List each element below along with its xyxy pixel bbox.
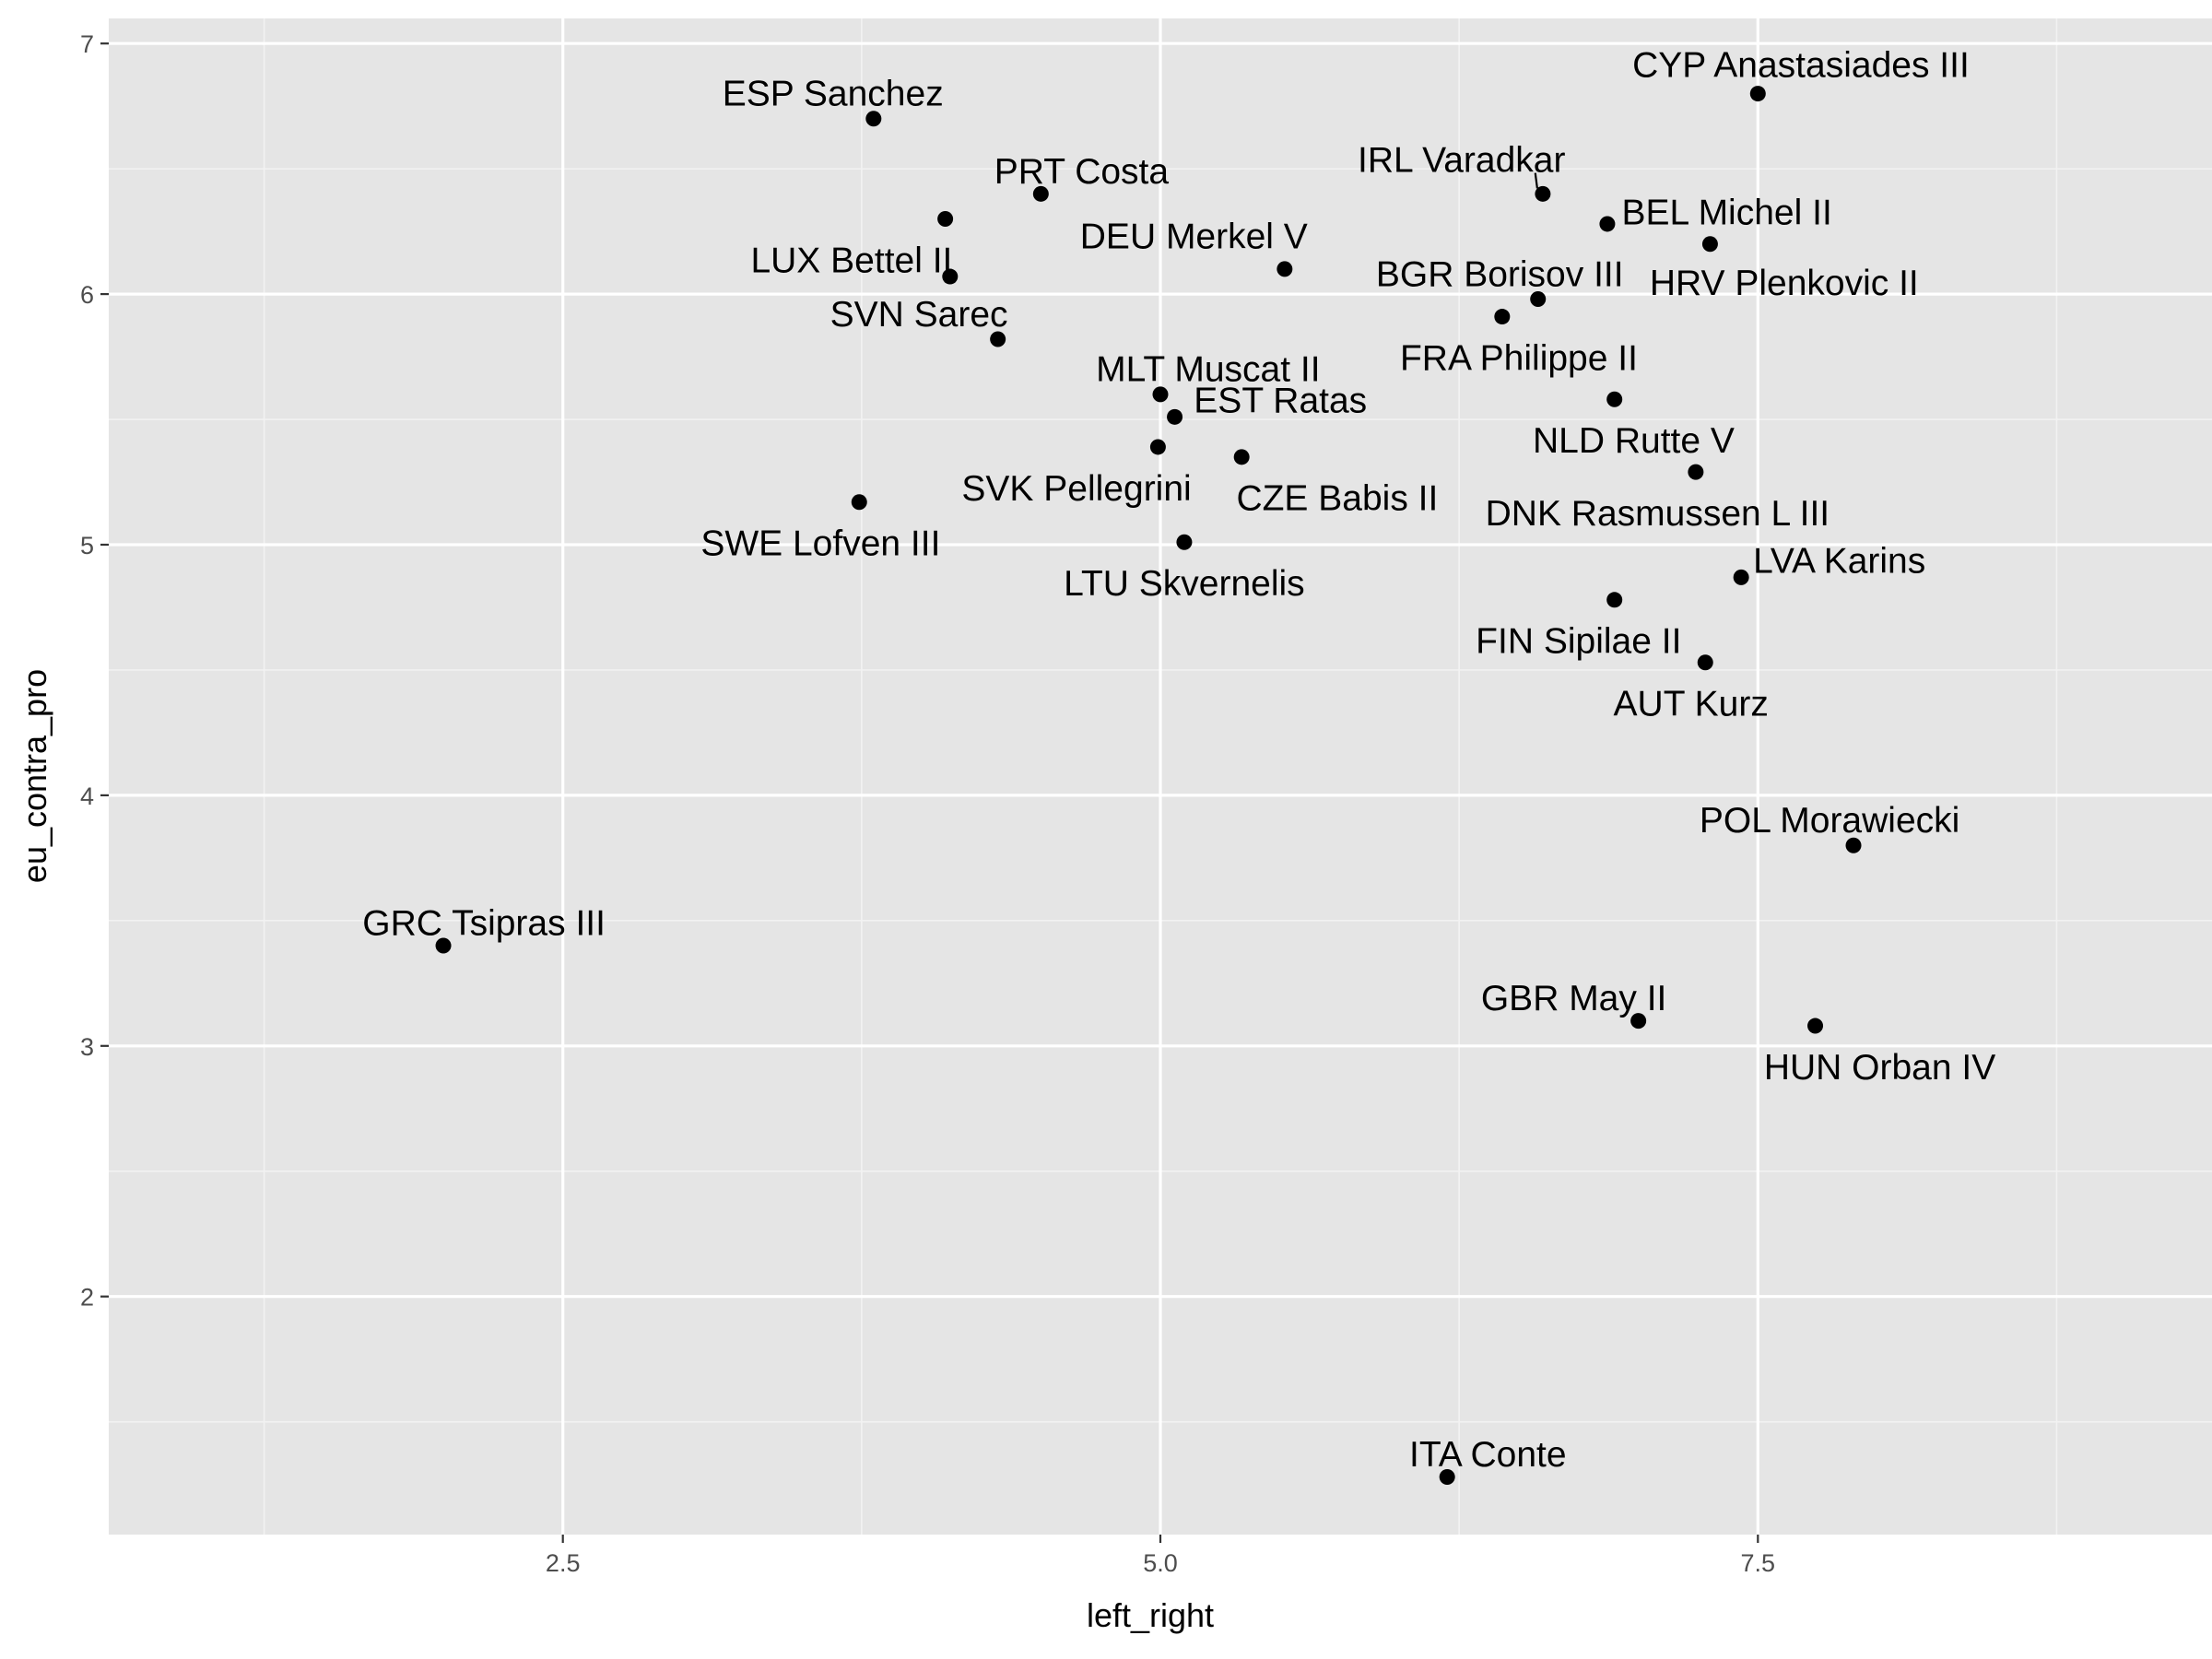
x-tick-label: 7.5 <box>1741 1549 1776 1577</box>
data-point <box>1233 449 1250 465</box>
y-axis-title: eu_contra_pro <box>16 669 53 883</box>
data-point <box>851 494 867 511</box>
x-axis: 2.5 5.0 7.5 <box>546 1535 1775 1577</box>
point-label: ITA Conte <box>1409 1435 1567 1475</box>
point-label: HRV Plenkovic II <box>1650 264 1919 303</box>
point-label: FIN Sipilae II <box>1476 622 1681 662</box>
point-label: DNK Rasmussen L III <box>1486 494 1830 534</box>
point-label: CYP Anastasiades III <box>1632 45 1970 85</box>
major-gridlines <box>109 18 2212 1535</box>
data-point <box>1494 309 1511 325</box>
data-point <box>937 211 954 228</box>
data-point <box>1688 464 1704 480</box>
data-point <box>1535 185 1551 202</box>
data-point <box>1630 1013 1647 1030</box>
data-point <box>1749 86 1766 102</box>
data-point <box>1149 439 1166 455</box>
data-point <box>865 111 882 127</box>
data-point <box>1606 592 1623 608</box>
data-point <box>1530 291 1547 308</box>
point-label: BEL Michel II <box>1621 194 1831 233</box>
point-label: BGR Borisov III <box>1376 254 1624 294</box>
y-tick-label: 7 <box>80 30 94 58</box>
data-point <box>1277 261 1293 277</box>
y-tick-label: 3 <box>80 1033 94 1061</box>
point-label: ESP Sanchez <box>723 75 944 114</box>
data-point <box>942 268 959 285</box>
data-point <box>1807 1018 1824 1034</box>
point-label: EST Ratas <box>1194 382 1367 421</box>
y-tick-label: 5 <box>80 532 94 559</box>
x-tick-label: 2.5 <box>546 1549 581 1577</box>
point-label: SWE Lofven III <box>700 524 940 564</box>
y-tick-label: 6 <box>80 281 94 309</box>
y-tick-label: 2 <box>80 1284 94 1312</box>
point-labels: CYP Anastasiades III ESP Sanchez IRL Varad… <box>362 45 1995 1475</box>
data-point <box>1606 391 1623 407</box>
point-label: IRL Varadkar <box>1358 141 1565 181</box>
point-label: NLD Rutte V <box>1533 421 1735 461</box>
point-label: FRA Philippe II <box>1400 338 1638 378</box>
point-label: PRT Costa <box>994 152 1170 192</box>
y-tick-label: 4 <box>80 782 94 810</box>
data-point <box>1701 236 1718 253</box>
point-label: POL Morawiecki <box>1700 801 1959 841</box>
point-label: LVA Karins <box>1753 542 1925 582</box>
data-point <box>1845 837 1862 853</box>
data-point <box>1032 185 1049 202</box>
data-point <box>1697 654 1713 671</box>
point-label: CZE Babis II <box>1236 479 1438 519</box>
point-label: LUX Bettel II <box>750 241 952 280</box>
point-label: HUN Orban IV <box>1764 1048 1995 1088</box>
data-point <box>435 937 452 954</box>
data-point <box>990 331 1006 347</box>
x-tick-label: 5.0 <box>1143 1549 1178 1577</box>
point-label: SVN Sarec <box>830 295 1008 335</box>
point-label: MLT Muscat II <box>1096 350 1320 390</box>
data-point <box>1176 534 1193 550</box>
data-point <box>1152 386 1169 403</box>
point-label: AUT Kurz <box>1614 685 1769 724</box>
point-label: SVK Pellegrini <box>961 469 1191 509</box>
point-label: GBR May II <box>1481 979 1667 1018</box>
x-axis-title: left_right <box>1087 1596 1214 1634</box>
data-point <box>1599 216 1616 232</box>
point-label: DEU Merkel V <box>1080 218 1308 257</box>
point-label: GRC Tsipras III <box>362 904 606 944</box>
label-leader-line <box>1534 172 1538 189</box>
point-label: LTU Skvernelis <box>1064 564 1305 604</box>
label-leader-lines <box>1534 172 1538 189</box>
data-point <box>1439 1468 1455 1485</box>
y-axis: 2 3 4 5 6 7 <box>80 30 109 1312</box>
data-points <box>435 86 1862 1485</box>
data-point <box>1733 569 1749 585</box>
data-point <box>1167 408 1183 425</box>
